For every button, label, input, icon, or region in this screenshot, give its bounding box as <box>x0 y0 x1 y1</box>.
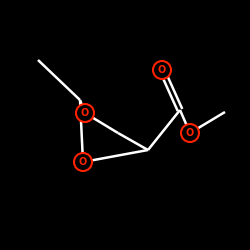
Text: O: O <box>158 65 166 75</box>
Text: O: O <box>81 108 89 118</box>
Text: O: O <box>186 128 194 138</box>
Circle shape <box>153 61 171 79</box>
Circle shape <box>181 124 199 142</box>
Text: O: O <box>79 157 87 167</box>
Circle shape <box>74 153 92 171</box>
Circle shape <box>76 104 94 122</box>
